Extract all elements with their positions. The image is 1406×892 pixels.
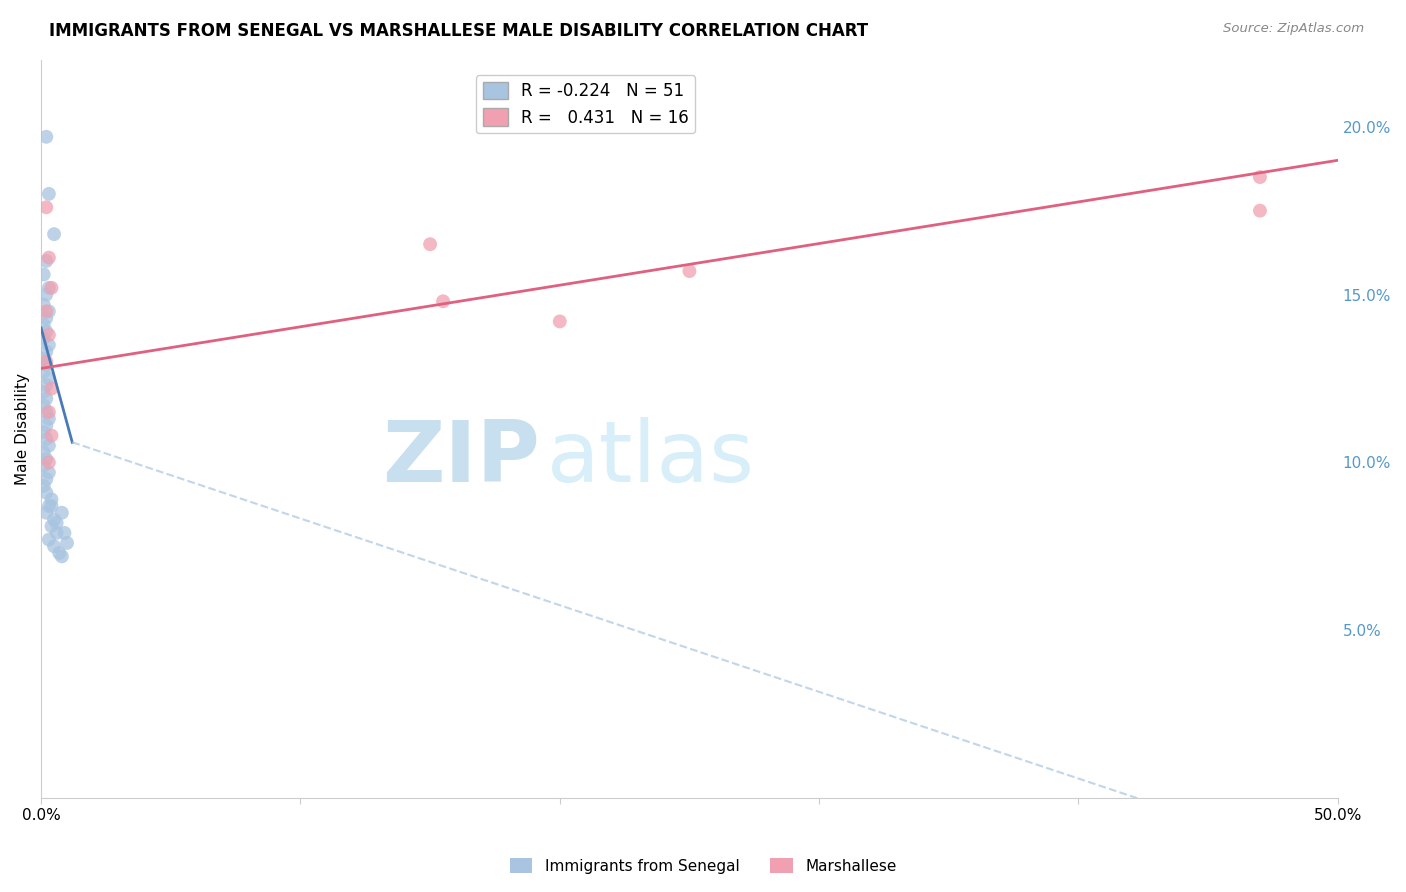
Point	[35, 129, 58, 144]
Point	[35, 254, 58, 268]
Point	[35, 200, 58, 214]
Point	[32, 331, 55, 345]
Point	[38, 499, 60, 513]
Point	[32, 318, 55, 332]
Text: atlas: atlas	[547, 417, 755, 500]
Point	[38, 281, 60, 295]
Point	[38, 466, 60, 480]
Y-axis label: Male Disability: Male Disability	[15, 373, 30, 485]
Point	[432, 294, 454, 309]
Point	[45, 516, 67, 530]
Point	[41, 492, 63, 507]
Point	[56, 536, 79, 550]
Point	[35, 506, 58, 520]
Point	[51, 506, 73, 520]
Point	[32, 458, 55, 473]
Point	[32, 398, 55, 412]
Point	[38, 251, 60, 265]
Legend: Immigrants from Senegal, Marshallese: Immigrants from Senegal, Marshallese	[503, 852, 903, 880]
Point	[35, 311, 58, 326]
Point	[419, 237, 441, 252]
Point	[32, 445, 55, 459]
Point	[35, 378, 58, 392]
Point	[51, 549, 73, 564]
Point	[32, 479, 55, 493]
Point	[42, 512, 65, 526]
Point	[48, 546, 70, 560]
Point	[38, 327, 60, 342]
Point	[38, 304, 60, 318]
Point	[45, 525, 67, 540]
Point	[42, 227, 65, 241]
Point	[32, 268, 55, 282]
Point	[32, 384, 55, 399]
Point	[38, 338, 60, 352]
Point	[35, 472, 58, 486]
Point	[41, 281, 63, 295]
Point	[35, 418, 58, 433]
Point	[35, 452, 58, 467]
Point	[41, 519, 63, 533]
Point	[38, 411, 60, 425]
Point	[35, 358, 58, 372]
Point	[35, 485, 58, 500]
Point	[1249, 203, 1271, 218]
Point	[35, 344, 58, 359]
Point	[35, 354, 58, 368]
Point	[548, 314, 571, 328]
Point	[38, 439, 60, 453]
Point	[35, 304, 58, 318]
Point	[41, 428, 63, 442]
Point	[38, 405, 60, 419]
Legend: R = -0.224   N = 51, R =   0.431   N = 16: R = -0.224 N = 51, R = 0.431 N = 16	[477, 75, 696, 133]
Point	[35, 432, 58, 446]
Point	[32, 425, 55, 440]
Point	[38, 186, 60, 201]
Point	[42, 539, 65, 553]
Point	[41, 382, 63, 396]
Point	[41, 499, 63, 513]
Point	[678, 264, 700, 278]
Point	[32, 365, 55, 379]
Text: ZIP: ZIP	[382, 417, 540, 500]
Text: Source: ZipAtlas.com: Source: ZipAtlas.com	[1223, 22, 1364, 36]
Point	[38, 533, 60, 547]
Point	[32, 298, 55, 312]
Point	[38, 371, 60, 385]
Point	[32, 351, 55, 366]
Point	[35, 392, 58, 406]
Point	[53, 525, 76, 540]
Text: IMMIGRANTS FROM SENEGAL VS MARSHALLESE MALE DISABILITY CORRELATION CHART: IMMIGRANTS FROM SENEGAL VS MARSHALLESE M…	[49, 22, 869, 40]
Point	[38, 455, 60, 469]
Point	[35, 287, 58, 301]
Point	[35, 325, 58, 339]
Point	[35, 405, 58, 419]
Point	[1249, 170, 1271, 185]
